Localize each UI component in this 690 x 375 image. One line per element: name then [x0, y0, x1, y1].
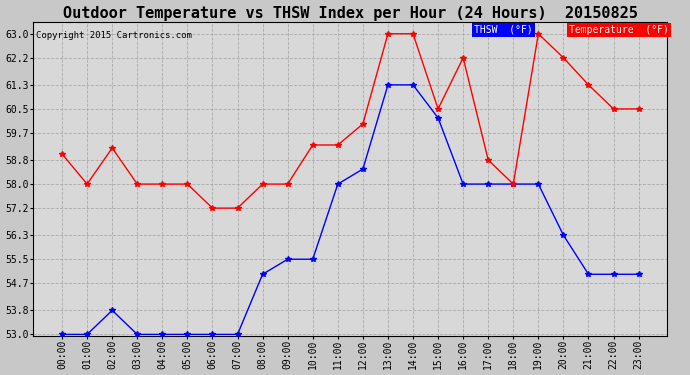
Title: Outdoor Temperature vs THSW Index per Hour (24 Hours)  20150825: Outdoor Temperature vs THSW Index per Ho… — [63, 6, 638, 21]
Text: Copyright 2015 Cartronics.com: Copyright 2015 Cartronics.com — [37, 31, 193, 40]
Text: Temperature  (°F): Temperature (°F) — [569, 25, 669, 35]
Text: THSW  (°F): THSW (°F) — [474, 25, 533, 35]
